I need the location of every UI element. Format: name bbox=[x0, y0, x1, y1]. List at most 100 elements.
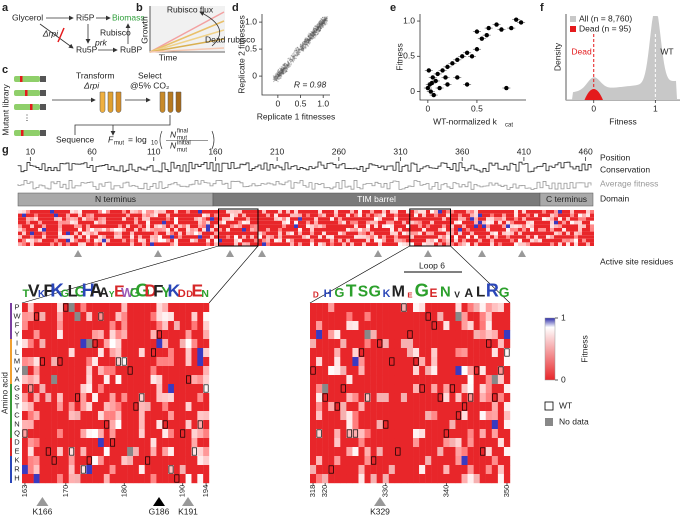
heat-cell bbox=[97, 420, 105, 430]
density-dot bbox=[304, 38, 307, 41]
heat-cell bbox=[322, 224, 326, 228]
density-dot bbox=[313, 27, 316, 30]
heat-cell bbox=[467, 330, 474, 340]
heat-cell bbox=[394, 235, 398, 239]
heat-cell bbox=[156, 384, 163, 394]
heat-cell bbox=[364, 420, 371, 430]
heat-cell bbox=[254, 231, 258, 236]
density-dot bbox=[297, 51, 299, 54]
heat-cell bbox=[494, 238, 498, 243]
heat-cell bbox=[574, 235, 578, 239]
density-dot bbox=[302, 45, 304, 47]
density-dot bbox=[296, 54, 299, 57]
heat-cell bbox=[364, 321, 371, 331]
density-dot bbox=[308, 42, 310, 45]
heat-cell bbox=[168, 357, 175, 367]
heat-cell bbox=[437, 474, 444, 484]
heat-cell bbox=[346, 228, 350, 232]
heat-cell bbox=[278, 217, 282, 221]
heat-cell bbox=[179, 456, 186, 466]
density-dot bbox=[278, 74, 280, 76]
heat-cell bbox=[322, 339, 329, 349]
density-dot bbox=[277, 75, 280, 77]
density-dot bbox=[321, 23, 324, 26]
wt-cell bbox=[437, 393, 443, 402]
density-dot bbox=[275, 78, 277, 81]
heat-cell bbox=[418, 242, 422, 246]
wt-cell bbox=[334, 402, 340, 411]
heat-cell bbox=[310, 456, 317, 466]
heat-cell bbox=[254, 210, 258, 214]
zoom-tick-label: 170 bbox=[61, 485, 70, 498]
heat-cell bbox=[70, 238, 74, 243]
heat-cell bbox=[197, 312, 204, 322]
heat-cell bbox=[322, 456, 329, 466]
density-dot bbox=[312, 32, 314, 34]
heat-cell bbox=[458, 210, 462, 214]
heat-cell bbox=[191, 366, 198, 376]
heat-cell bbox=[66, 231, 70, 236]
heat-cell bbox=[33, 330, 40, 340]
heat-cell bbox=[382, 339, 389, 349]
heat-cell bbox=[22, 375, 29, 385]
heat-cell bbox=[582, 217, 586, 221]
heat-cell bbox=[590, 210, 594, 214]
heat-cell bbox=[413, 366, 420, 376]
heat-cell bbox=[388, 438, 396, 448]
density-dot bbox=[279, 70, 281, 73]
density-dot bbox=[301, 48, 303, 50]
heat-cell bbox=[318, 242, 322, 246]
heat-cell bbox=[514, 220, 518, 225]
heat-cell bbox=[194, 217, 198, 221]
heat-cell bbox=[206, 242, 210, 246]
density-dot bbox=[284, 62, 286, 65]
heat-cell bbox=[62, 375, 69, 385]
heat-cell bbox=[310, 220, 314, 225]
heat-cell bbox=[386, 231, 390, 236]
heat-cell bbox=[449, 393, 456, 403]
heat-cell bbox=[97, 474, 105, 484]
density-dot bbox=[318, 21, 320, 24]
density-dot bbox=[273, 78, 276, 80]
density-dot bbox=[279, 74, 282, 77]
heat-cell bbox=[358, 330, 365, 340]
density-dot bbox=[289, 57, 292, 59]
heat-cell bbox=[406, 228, 410, 232]
heat-cell bbox=[394, 303, 402, 313]
heat-cell bbox=[197, 393, 204, 403]
heat-cell bbox=[51, 375, 58, 385]
heat-cell bbox=[398, 231, 402, 236]
heat-cell bbox=[461, 384, 468, 394]
heat-cell bbox=[168, 312, 175, 322]
heat-cell bbox=[382, 411, 389, 421]
density-dot bbox=[283, 66, 285, 69]
heat-cell bbox=[242, 242, 246, 246]
density-dot bbox=[286, 64, 288, 66]
heat-cell bbox=[402, 242, 406, 246]
heat-cell bbox=[262, 238, 266, 243]
density-dot bbox=[307, 40, 309, 43]
density-dot bbox=[319, 27, 322, 29]
heat-cell bbox=[115, 357, 122, 367]
heat-cell bbox=[374, 210, 378, 214]
density-dot bbox=[297, 47, 299, 49]
density-dot bbox=[286, 61, 289, 63]
heat-cell bbox=[130, 242, 134, 246]
heat-cell bbox=[497, 429, 505, 439]
density-dot bbox=[312, 32, 315, 35]
heat-cell bbox=[382, 220, 386, 225]
heat-cell bbox=[430, 235, 434, 239]
heat-cell bbox=[376, 348, 383, 358]
heat-cell bbox=[388, 348, 396, 358]
density-dot bbox=[313, 31, 315, 33]
heat-cell bbox=[86, 384, 93, 394]
heat-cell bbox=[578, 238, 582, 243]
point bbox=[479, 36, 485, 41]
mutation bbox=[21, 130, 24, 136]
heat-cell bbox=[82, 231, 86, 236]
heat-cell bbox=[109, 348, 116, 358]
heat-cell bbox=[203, 402, 210, 412]
density-dot bbox=[320, 23, 323, 25]
density-dot bbox=[315, 25, 317, 28]
heat-cell bbox=[394, 357, 402, 367]
